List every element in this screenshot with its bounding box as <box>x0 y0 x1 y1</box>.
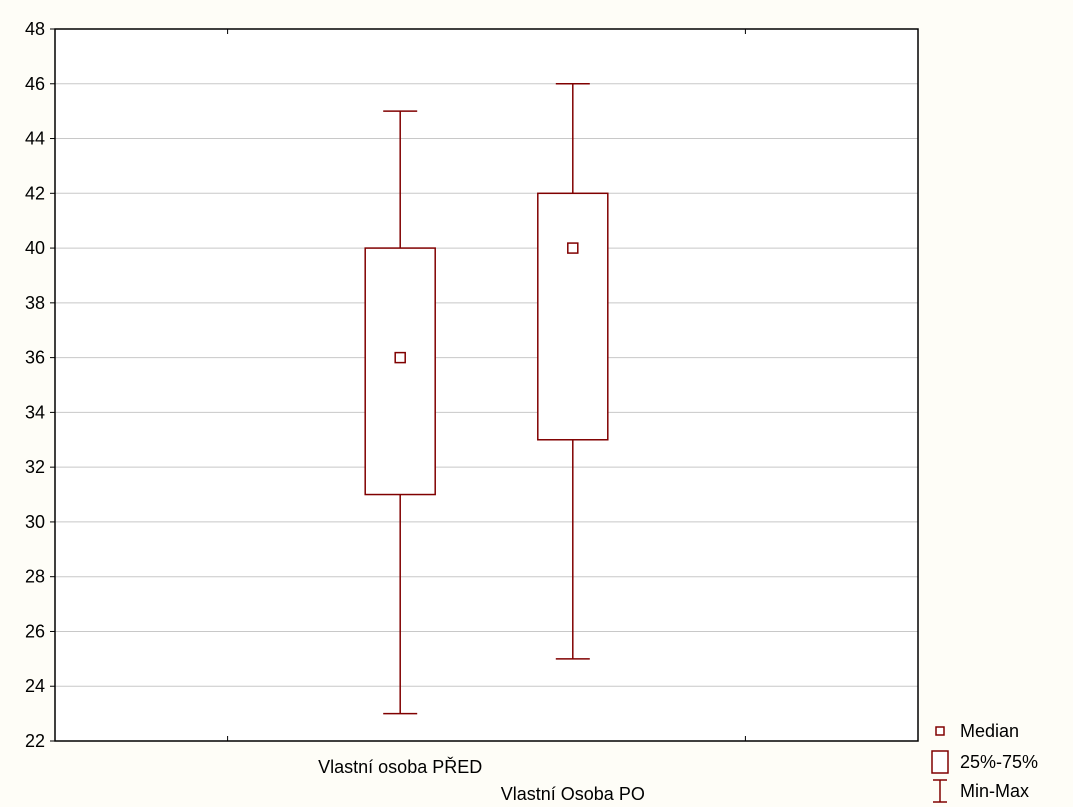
grid-lines <box>55 29 918 741</box>
box-group-0 <box>364 110 436 715</box>
legend: Median 25%-75% Min-Max <box>931 721 1038 803</box>
y-tick-label-46: 46 <box>25 74 45 94</box>
median-marker-0 <box>394 351 406 364</box>
y-tick-label-48: 48 <box>25 19 45 39</box>
y-tick-label-36: 36 <box>25 348 45 368</box>
x-category-label-1: Vlastní Osoba PO <box>501 784 645 804</box>
legend-label-2: Min-Max <box>960 781 1029 801</box>
x-category-label-0: Vlastní osoba PŘED <box>318 757 482 777</box>
iqr-box-0 <box>364 247 436 496</box>
legend-box-symbol <box>931 750 949 774</box>
legend-median-symbol <box>935 726 945 736</box>
median-marker-1 <box>567 242 579 254</box>
legend-label-0: Median <box>960 721 1019 741</box>
legend-item-1: 25%-75% <box>931 750 1038 774</box>
plot-frame <box>54 28 919 742</box>
y-tick-label-40: 40 <box>25 238 45 258</box>
y-tick-label-32: 32 <box>25 457 45 477</box>
legend-item-2: Min-Max <box>933 779 1029 803</box>
box-series <box>364 83 609 715</box>
y-tick-label-42: 42 <box>25 183 45 203</box>
legend-item-0: Median <box>935 721 1019 741</box>
y-tick-label-22: 22 <box>25 731 45 751</box>
y-tick-label-30: 30 <box>25 512 45 532</box>
y-tick-label-44: 44 <box>25 129 45 149</box>
y-tick-label-26: 26 <box>25 621 45 641</box>
y-tick-label-24: 24 <box>25 676 45 696</box>
y-tick-label-28: 28 <box>25 567 45 587</box>
y-tick-label-38: 38 <box>25 293 45 313</box>
box-group-1 <box>537 83 609 660</box>
x-tick-labels: Vlastní osoba PŘED Vlastní Osoba PO <box>318 757 645 804</box>
plot-area <box>55 29 918 741</box>
legend-label-1: 25%-75% <box>960 752 1038 772</box>
axes: 22 24 26 28 30 32 34 36 38 40 42 44 46 48 <box>25 19 919 751</box>
iqr-box-1 <box>537 192 609 441</box>
y-tick-label-34: 34 <box>25 402 45 422</box>
